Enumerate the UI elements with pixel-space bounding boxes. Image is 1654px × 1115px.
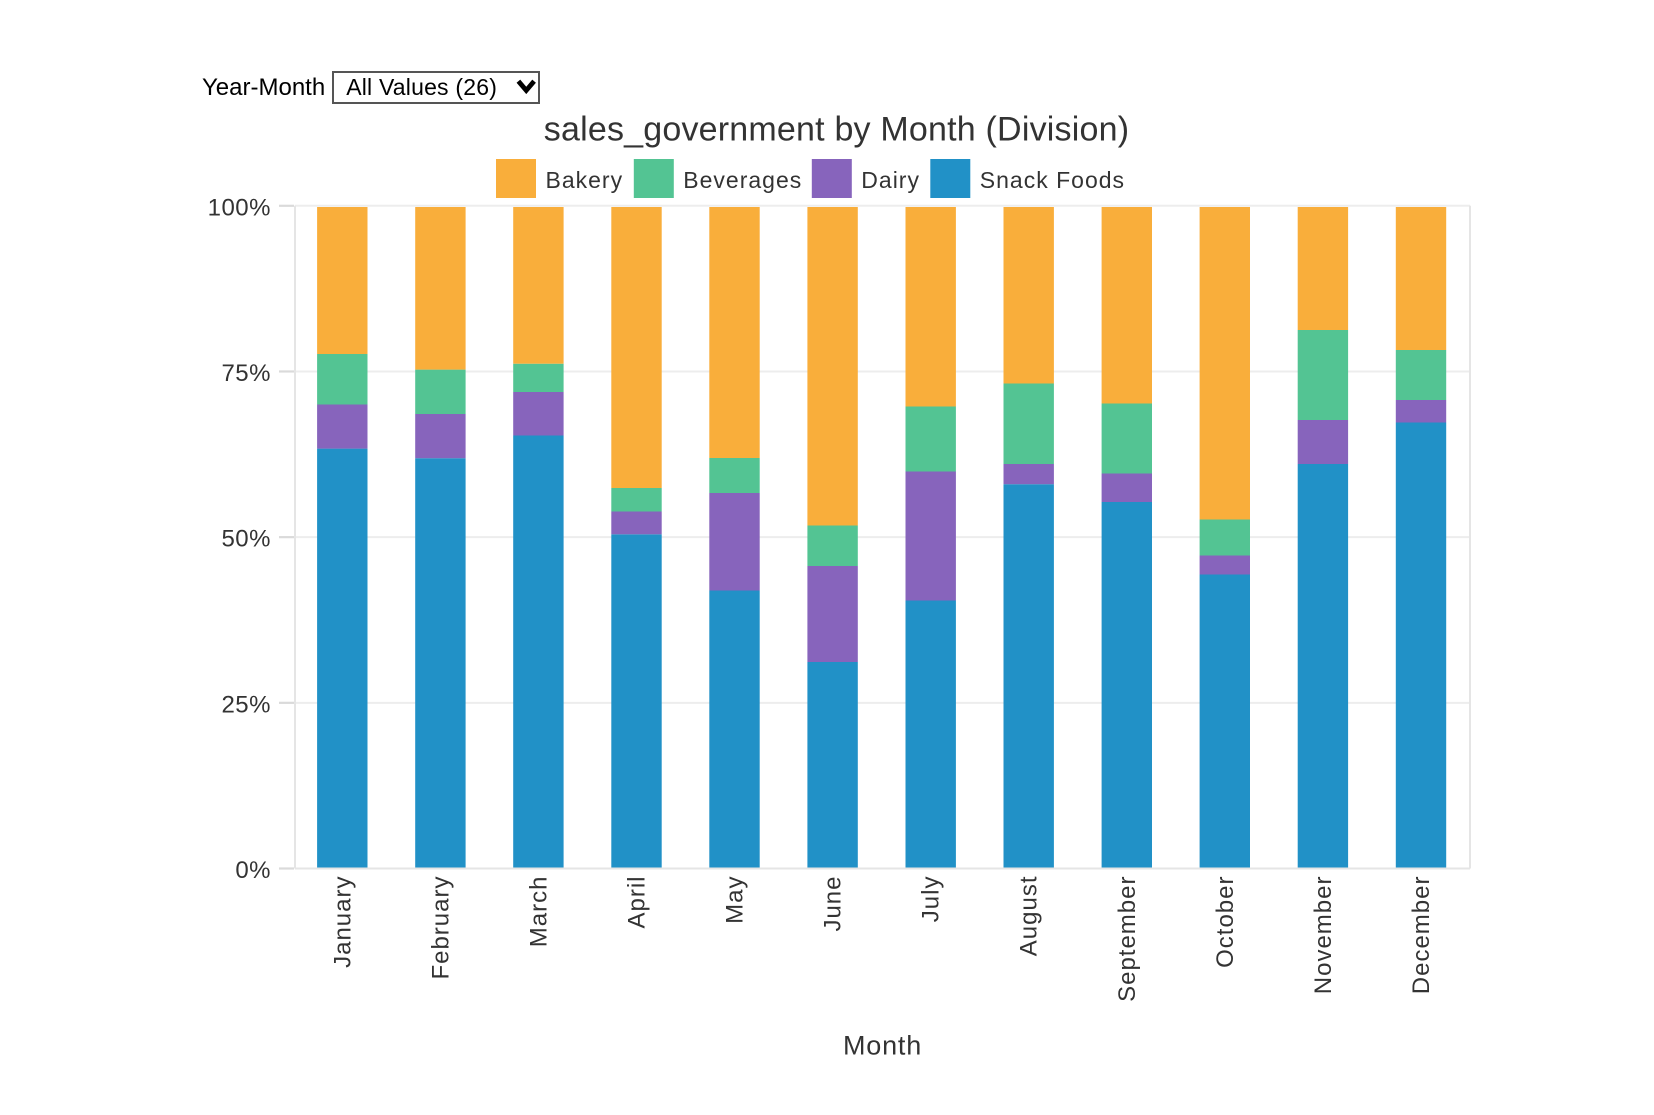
svg-text:October: October — [1212, 876, 1239, 968]
svg-text:50%: 50% — [221, 526, 271, 553]
svg-text:Snack Foods: Snack Foods — [980, 167, 1125, 193]
svg-text:April: April — [624, 876, 651, 929]
svg-text:0%: 0% — [235, 857, 271, 884]
svg-text:March: March — [525, 876, 552, 948]
svg-text:January: January — [329, 876, 356, 968]
svg-text:December: December — [1408, 876, 1435, 995]
svg-text:75%: 75% — [221, 360, 271, 387]
svg-text:Beverages: Beverages — [683, 167, 802, 193]
svg-text:June: June — [820, 876, 847, 932]
svg-text:sales_government by Month (Div: sales_government by Month (Division) — [544, 111, 1129, 149]
svg-text:August: August — [1016, 876, 1043, 957]
svg-text:Bakery: Bakery — [546, 167, 624, 193]
svg-text:Dairy: Dairy — [861, 167, 920, 193]
svg-text:November: November — [1310, 876, 1337, 995]
svg-text:25%: 25% — [221, 691, 271, 718]
svg-text:100%: 100% — [208, 194, 271, 221]
svg-text:September: September — [1114, 876, 1141, 1002]
svg-text:February: February — [427, 876, 454, 980]
svg-text:May: May — [722, 876, 749, 924]
svg-text:Month: Month — [843, 1031, 922, 1061]
svg-text:July: July — [918, 876, 945, 923]
